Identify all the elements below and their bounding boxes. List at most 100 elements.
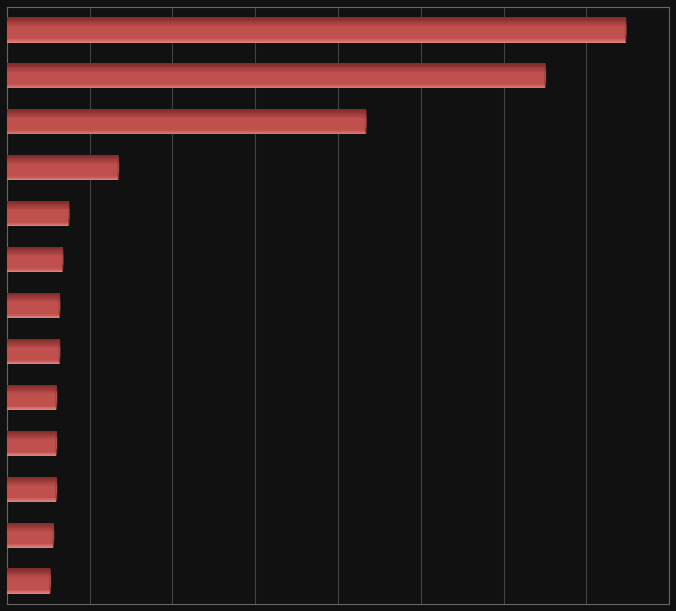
Ellipse shape bbox=[49, 568, 51, 594]
Ellipse shape bbox=[59, 345, 60, 358]
Bar bbox=[7, 431, 57, 433]
Bar bbox=[7, 128, 366, 130]
Bar bbox=[7, 356, 59, 357]
Bar bbox=[7, 263, 63, 264]
Bar bbox=[7, 393, 57, 394]
Bar bbox=[7, 120, 366, 121]
Bar bbox=[7, 489, 57, 490]
Bar bbox=[7, 394, 57, 395]
Bar bbox=[7, 340, 59, 342]
Bar bbox=[7, 573, 50, 574]
Bar bbox=[7, 358, 59, 359]
Bar bbox=[7, 225, 69, 226]
Bar bbox=[7, 577, 50, 578]
Bar bbox=[7, 33, 626, 34]
Bar bbox=[7, 583, 50, 584]
Bar bbox=[7, 434, 57, 435]
Bar bbox=[7, 547, 53, 548]
Bar bbox=[7, 400, 57, 401]
Bar bbox=[7, 19, 626, 20]
Bar bbox=[7, 305, 59, 306]
Bar bbox=[7, 538, 53, 540]
Bar bbox=[7, 41, 626, 42]
Bar bbox=[7, 32, 626, 33]
Bar bbox=[7, 158, 118, 159]
Bar bbox=[7, 452, 57, 453]
Bar bbox=[7, 299, 59, 301]
Ellipse shape bbox=[55, 431, 57, 456]
Bar bbox=[7, 267, 63, 268]
Bar bbox=[7, 73, 546, 74]
Bar bbox=[7, 251, 63, 252]
Bar bbox=[7, 157, 118, 158]
Bar bbox=[7, 396, 57, 397]
Bar bbox=[7, 354, 59, 355]
Bar bbox=[7, 406, 57, 407]
Bar bbox=[7, 409, 57, 410]
Ellipse shape bbox=[56, 437, 57, 450]
Bar bbox=[7, 161, 118, 162]
Bar bbox=[7, 541, 53, 542]
Bar bbox=[7, 569, 50, 570]
Bar bbox=[7, 214, 69, 215]
Bar bbox=[7, 408, 57, 409]
Bar bbox=[7, 253, 63, 254]
Bar bbox=[7, 81, 546, 82]
Bar bbox=[7, 222, 69, 223]
Bar bbox=[7, 207, 69, 208]
Bar bbox=[7, 500, 57, 501]
Bar bbox=[7, 455, 57, 456]
Bar bbox=[7, 592, 50, 593]
Bar bbox=[7, 166, 118, 167]
Bar bbox=[7, 25, 626, 26]
Bar bbox=[7, 524, 53, 525]
Bar bbox=[7, 445, 57, 446]
Bar bbox=[7, 21, 626, 23]
Bar bbox=[7, 218, 69, 219]
Bar bbox=[7, 388, 57, 389]
Bar bbox=[7, 303, 59, 304]
Bar bbox=[7, 42, 626, 43]
Bar bbox=[7, 171, 118, 172]
Bar bbox=[7, 258, 63, 260]
Ellipse shape bbox=[544, 63, 546, 89]
Bar bbox=[7, 64, 546, 65]
Bar bbox=[7, 110, 366, 111]
Bar bbox=[7, 485, 57, 486]
Ellipse shape bbox=[365, 109, 367, 134]
Bar bbox=[7, 529, 53, 530]
Bar bbox=[7, 26, 626, 27]
Bar bbox=[7, 175, 118, 176]
Bar bbox=[7, 86, 546, 87]
Bar bbox=[7, 254, 63, 255]
Bar bbox=[7, 453, 57, 454]
Bar bbox=[7, 219, 69, 221]
Bar bbox=[7, 35, 626, 36]
Bar bbox=[7, 545, 53, 546]
Bar bbox=[7, 123, 366, 124]
Bar bbox=[7, 314, 59, 315]
Bar bbox=[7, 256, 63, 257]
Bar bbox=[7, 435, 57, 436]
Bar bbox=[7, 580, 50, 581]
Bar bbox=[7, 177, 118, 178]
Bar bbox=[7, 395, 57, 396]
Bar bbox=[7, 115, 366, 116]
Bar bbox=[7, 37, 626, 38]
Bar bbox=[7, 593, 50, 594]
Bar bbox=[7, 296, 59, 297]
Bar bbox=[7, 210, 69, 211]
Bar bbox=[7, 20, 626, 21]
Bar bbox=[7, 297, 59, 298]
Bar bbox=[7, 309, 59, 310]
Bar bbox=[7, 590, 50, 591]
Bar bbox=[7, 486, 57, 487]
Bar bbox=[7, 124, 366, 125]
Bar bbox=[7, 385, 57, 386]
Bar bbox=[7, 133, 366, 134]
Bar bbox=[7, 574, 50, 575]
Bar bbox=[7, 542, 53, 543]
Bar bbox=[7, 217, 69, 218]
Bar bbox=[7, 23, 626, 24]
Bar bbox=[7, 572, 50, 573]
